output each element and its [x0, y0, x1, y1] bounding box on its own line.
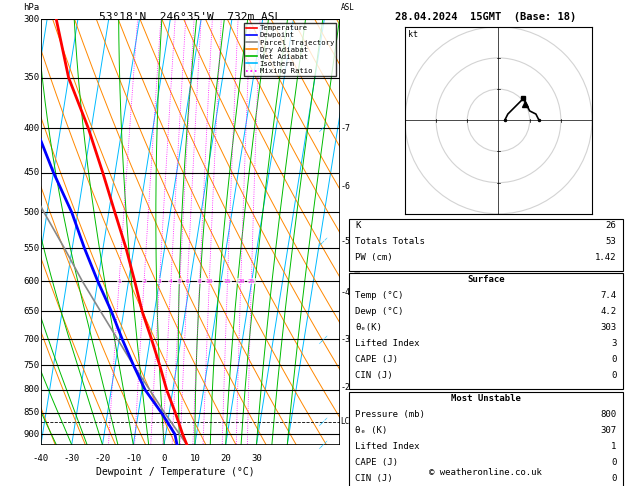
- Text: kt: kt: [408, 30, 418, 39]
- Text: 350: 350: [23, 73, 40, 82]
- Text: hPa: hPa: [23, 3, 40, 12]
- Text: K: K: [355, 221, 361, 230]
- Text: Pressure (mb): Pressure (mb): [355, 410, 425, 419]
- Text: 650: 650: [23, 307, 40, 316]
- Text: 800: 800: [23, 385, 40, 394]
- Text: km
ASL: km ASL: [340, 0, 355, 12]
- Text: 53: 53: [606, 237, 616, 246]
- Text: 0: 0: [611, 474, 616, 483]
- Text: 307: 307: [600, 426, 616, 435]
- Text: ~~~: ~~~: [317, 438, 331, 451]
- Text: 1: 1: [611, 442, 616, 451]
- Text: 1: 1: [117, 278, 121, 284]
- Text: © weatheronline.co.uk: © weatheronline.co.uk: [430, 468, 542, 477]
- Text: -4: -4: [340, 288, 350, 297]
- Text: 850: 850: [23, 408, 40, 417]
- Text: Dewp (°C): Dewp (°C): [355, 307, 404, 316]
- Text: θₑ (K): θₑ (K): [355, 426, 387, 435]
- Text: -2: -2: [340, 383, 350, 392]
- Text: θₑ(K): θₑ(K): [355, 323, 382, 332]
- Text: CAPE (J): CAPE (J): [355, 355, 398, 364]
- Text: Dewpoint / Temperature (°C): Dewpoint / Temperature (°C): [96, 467, 255, 477]
- Text: 0: 0: [611, 355, 616, 364]
- Text: 700: 700: [23, 335, 40, 344]
- Text: 15: 15: [224, 278, 231, 284]
- Text: -30: -30: [64, 454, 80, 463]
- Text: 300: 300: [23, 15, 40, 24]
- Text: 0: 0: [611, 458, 616, 467]
- Text: 8: 8: [198, 278, 201, 284]
- Text: Temp (°C): Temp (°C): [355, 291, 404, 300]
- Text: 400: 400: [23, 123, 40, 133]
- Text: 30: 30: [251, 454, 262, 463]
- Text: Surface: Surface: [467, 275, 504, 284]
- Text: Lifted Index: Lifted Index: [355, 339, 420, 348]
- Text: CIN (J): CIN (J): [355, 371, 393, 381]
- Text: 53°18'N  246°35'W  732m ASL: 53°18'N 246°35'W 732m ASL: [99, 12, 281, 22]
- Text: 0: 0: [611, 371, 616, 381]
- Text: -3: -3: [340, 335, 350, 344]
- Text: 303: 303: [600, 323, 616, 332]
- Text: 550: 550: [23, 244, 40, 253]
- Text: ~~~: ~~~: [317, 235, 331, 248]
- Text: 26: 26: [606, 221, 616, 230]
- Text: 600: 600: [23, 277, 40, 286]
- Text: Most Unstable: Most Unstable: [451, 394, 521, 403]
- Text: 20: 20: [237, 278, 245, 284]
- Text: 3: 3: [158, 278, 162, 284]
- Text: 4: 4: [169, 278, 173, 284]
- Text: CIN (J): CIN (J): [355, 474, 393, 483]
- Text: ~~~: ~~~: [317, 122, 331, 135]
- Text: 1.42: 1.42: [595, 253, 616, 262]
- Text: 2: 2: [142, 278, 146, 284]
- Text: -7: -7: [340, 123, 350, 133]
- Text: 0: 0: [162, 454, 167, 463]
- Text: ~~~: ~~~: [317, 415, 331, 428]
- Text: 500: 500: [23, 208, 40, 217]
- Text: 10: 10: [206, 278, 213, 284]
- Text: 7.4: 7.4: [600, 291, 616, 300]
- Text: Mixing Ratio (g/kg): Mixing Ratio (g/kg): [352, 242, 361, 336]
- Text: 20: 20: [220, 454, 231, 463]
- Text: -10: -10: [125, 454, 142, 463]
- Text: 10: 10: [189, 454, 200, 463]
- Text: 25: 25: [248, 278, 255, 284]
- Text: ~~~: ~~~: [317, 333, 331, 346]
- Text: Lifted Index: Lifted Index: [355, 442, 420, 451]
- Text: LCL: LCL: [340, 417, 355, 426]
- Text: 750: 750: [23, 361, 40, 370]
- Text: -6: -6: [340, 182, 350, 191]
- Text: Totals Totals: Totals Totals: [355, 237, 425, 246]
- Text: PW (cm): PW (cm): [355, 253, 393, 262]
- Text: 4.2: 4.2: [600, 307, 616, 316]
- Text: 450: 450: [23, 168, 40, 177]
- Text: CAPE (J): CAPE (J): [355, 458, 398, 467]
- Text: 900: 900: [23, 430, 40, 439]
- Text: 28.04.2024  15GMT  (Base: 18): 28.04.2024 15GMT (Base: 18): [395, 12, 577, 22]
- Text: 6: 6: [186, 278, 189, 284]
- Text: -20: -20: [94, 454, 111, 463]
- Legend: Temperature, Dewpoint, Parcel Trajectory, Dry Adiabat, Wet Adiabat, Isotherm, Mi: Temperature, Dewpoint, Parcel Trajectory…: [243, 23, 336, 76]
- Text: 5: 5: [178, 278, 182, 284]
- Text: 800: 800: [600, 410, 616, 419]
- Text: 3: 3: [611, 339, 616, 348]
- Text: -5: -5: [340, 237, 350, 246]
- Text: -40: -40: [33, 454, 49, 463]
